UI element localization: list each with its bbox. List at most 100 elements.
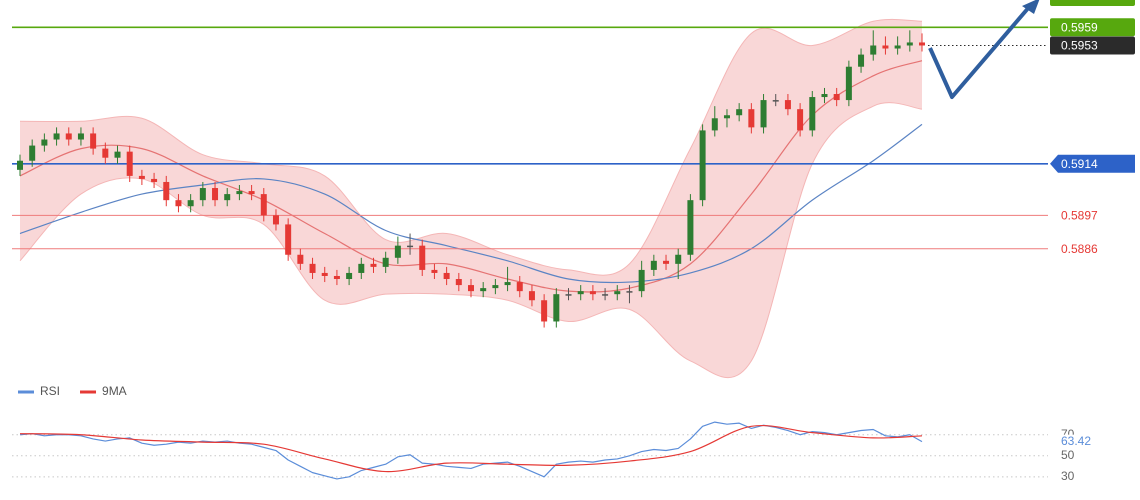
- candle-body: [711, 118, 718, 131]
- candle-body: [528, 291, 535, 301]
- candle-body: [833, 94, 840, 101]
- candle-body: [760, 100, 767, 128]
- projection-arrowhead: [1022, 0, 1040, 14]
- candle-body: [321, 272, 328, 276]
- y-tick-label: 30: [1061, 469, 1075, 483]
- candle-body: [212, 188, 219, 201]
- candle-body: [626, 291, 633, 293]
- candle-body: [297, 254, 304, 264]
- candle-body: [602, 294, 609, 296]
- candle-body: [419, 245, 426, 270]
- candle-body: [394, 245, 401, 258]
- candle-body: [199, 188, 206, 201]
- legend-label: RSI: [40, 384, 60, 398]
- candle-body: [821, 94, 828, 98]
- candle-body: [870, 45, 877, 55]
- candle-body: [675, 254, 682, 264]
- candle-body: [90, 133, 97, 149]
- candle-body: [565, 294, 572, 296]
- level-label: 0.5897: [1061, 208, 1098, 222]
- projection-arrow: [928, 4, 1032, 99]
- moving-average: [19, 123, 923, 284]
- last-value-label: 63.42: [1061, 434, 1091, 448]
- candle-body: [163, 181, 170, 201]
- candle-body: [882, 45, 889, 49]
- candle-body: [663, 260, 670, 264]
- indicator-line: [19, 425, 923, 473]
- candle-body: [480, 288, 487, 292]
- candle-body: [468, 285, 474, 292]
- candle-body: [772, 100, 779, 102]
- candle-body: [260, 194, 267, 216]
- level-label: 0.5914: [1061, 157, 1098, 171]
- candle-body: [614, 291, 621, 295]
- level-label: 0.5953: [1061, 39, 1098, 53]
- candle-body: [748, 109, 755, 128]
- candle-body: [102, 148, 109, 158]
- band-area: [20, 19, 922, 378]
- candle-body: [187, 200, 194, 207]
- candle-body: [53, 133, 60, 140]
- candle-body: [29, 145, 36, 161]
- level-label: 0.5959: [1061, 20, 1098, 34]
- candle-body: [224, 194, 231, 201]
- candle-body: [358, 263, 365, 273]
- candle-body: [589, 291, 596, 295]
- candle-body: [272, 215, 279, 225]
- band-upper: [19, 18, 923, 276]
- candle-body: [151, 178, 158, 182]
- candle-body: [431, 269, 438, 273]
- candle-body: [919, 42, 925, 46]
- candle-body: [346, 272, 353, 280]
- candle-body: [797, 109, 804, 131]
- candle-body: [443, 272, 450, 280]
- legend-label: 9MA: [102, 384, 127, 398]
- price-panel: 0.5959 0.5953 0.5914 0.5897 0.5886: [12, 18, 1135, 379]
- level-label: 0.5886: [1061, 242, 1098, 256]
- candle-body: [17, 160, 23, 170]
- candle-body: [894, 45, 901, 49]
- candle-body: [370, 263, 377, 267]
- level-label-box: [1050, 154, 1135, 173]
- candle-body: [175, 200, 182, 207]
- y-tick-label: 50: [1061, 448, 1075, 462]
- candle-body: [126, 151, 133, 176]
- band-lower: [19, 102, 923, 379]
- candle-body: [516, 282, 523, 292]
- candle-body: [553, 294, 560, 322]
- level-label-box: [1050, 18, 1135, 37]
- candle-body: [784, 100, 791, 110]
- candle-body: [687, 200, 694, 255]
- candle-body: [138, 175, 145, 179]
- candle-body: [541, 300, 548, 322]
- offscreen-label: [1050, 0, 1135, 6]
- candle-body: [236, 191, 243, 195]
- candle-body: [285, 224, 292, 255]
- candle-body: [723, 115, 730, 119]
- candle-body: [382, 257, 389, 267]
- candle-body: [492, 285, 499, 289]
- candle-body: [407, 245, 414, 248]
- candle-body: [699, 130, 706, 201]
- candle-body: [248, 191, 255, 195]
- candle-body: [809, 97, 816, 131]
- candle-body: [333, 275, 340, 280]
- candle-body: [858, 54, 865, 67]
- candle-body: [650, 260, 657, 270]
- candle-body: [114, 151, 121, 158]
- level-label-box: [1050, 36, 1135, 55]
- candle-body: [77, 133, 84, 140]
- moving-average: [19, 60, 923, 293]
- candle-body: [736, 109, 743, 116]
- candle-body: [906, 42, 913, 46]
- candle-body: [504, 282, 511, 286]
- candle-body: [577, 291, 584, 295]
- candle-body: [41, 139, 48, 146]
- candle-body: [309, 263, 316, 273]
- candle-body: [845, 66, 852, 101]
- last-value-box: [1055, 434, 1115, 449]
- candle-body: [65, 133, 72, 140]
